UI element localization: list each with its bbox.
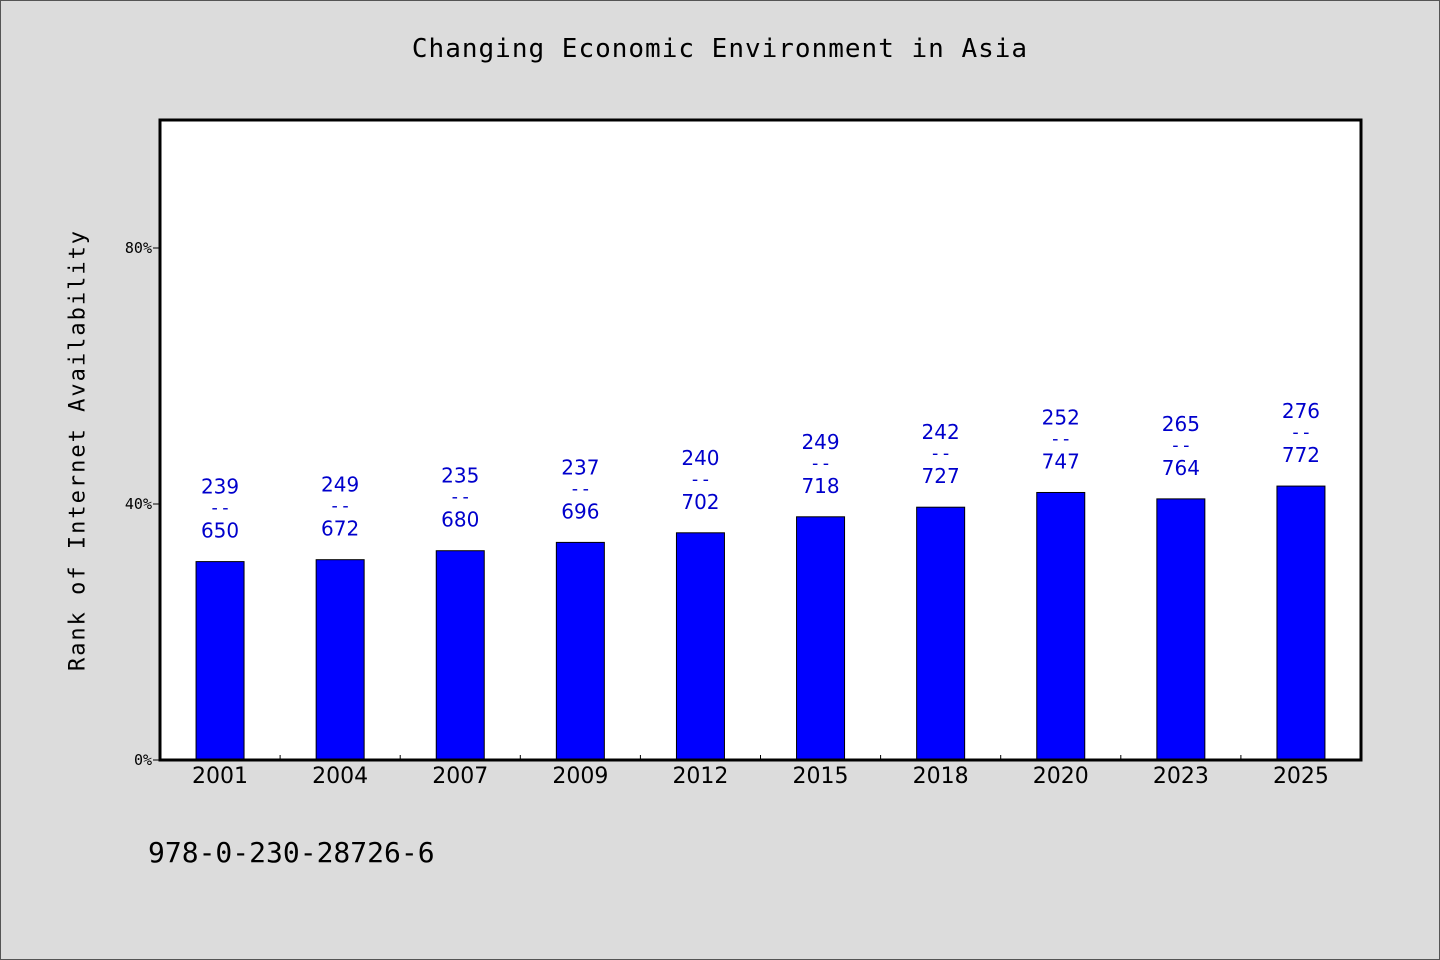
data-label-sep-2020: -- [1050, 428, 1072, 449]
bar-2001 [195, 561, 245, 761]
data-label-bottom-2018: 727 [922, 464, 960, 488]
data-label-bottom-2012: 702 [681, 490, 719, 514]
data-label-top-2009: 237 [561, 455, 599, 479]
data-label-bottom-2015: 718 [801, 474, 839, 498]
data-label-sep-2004: -- [329, 496, 351, 517]
data-label-bottom-2025: 772 [1282, 443, 1320, 467]
data-label-top-2004: 249 [321, 473, 359, 497]
x-tick-label-2018: 2018 [913, 764, 969, 789]
x-tick-label-2025: 2025 [1273, 764, 1329, 789]
bar-2009 [555, 541, 605, 761]
data-label-top-2007: 235 [441, 464, 479, 488]
data-label-bottom-2007: 680 [441, 508, 479, 532]
data-label-bottom-2020: 747 [1042, 449, 1080, 473]
data-label-top-2001: 239 [201, 475, 239, 499]
data-label-bottom-2001: 650 [201, 519, 239, 543]
y-tick-label-0: 0% [134, 751, 152, 769]
data-label-sep-2023: -- [1170, 435, 1192, 456]
data-label-top-2020: 252 [1042, 405, 1080, 429]
bar-2020 [1036, 491, 1086, 761]
chart-title: Changing Economic Environment in Asia [411, 34, 1029, 64]
data-label-top-2015: 249 [801, 430, 839, 454]
bar-2004 [315, 559, 365, 761]
x-tick-label-2015: 2015 [793, 764, 849, 789]
data-label-top-2025: 276 [1282, 399, 1320, 423]
y-tick-label-1: 40% [125, 495, 152, 513]
data-label-sep-2007: -- [449, 487, 471, 508]
x-tick-label-2001: 2001 [192, 764, 248, 789]
bar-2007 [435, 550, 485, 761]
data-label-bottom-2023: 764 [1162, 456, 1200, 480]
data-label-sep-2025: -- [1290, 422, 1312, 443]
x-tick-label-2004: 2004 [312, 764, 368, 789]
isbn-text: 978-0-230-28726-6 [148, 836, 435, 869]
bar-2012 [675, 532, 725, 761]
data-label-top-2018: 242 [922, 420, 960, 444]
data-label-bottom-2004: 672 [321, 517, 359, 541]
y-tick-label-2: 80% [125, 239, 152, 257]
bar-2023 [1156, 498, 1206, 761]
x-tick-label-2023: 2023 [1153, 764, 1209, 789]
bar-2015 [796, 516, 846, 761]
plot-border [158, 118, 1363, 762]
data-label-bottom-2009: 696 [561, 499, 599, 523]
data-label-sep-2018: -- [930, 443, 952, 464]
data-label-sep-2009: -- [570, 478, 592, 499]
x-tick-label-2012: 2012 [672, 764, 728, 789]
data-label-sep-2015: -- [810, 453, 832, 474]
bar-2018 [916, 506, 966, 761]
x-tick-label-2007: 2007 [432, 764, 488, 789]
plot-area: 239--6502001249--6722004235--6802007237-… [125, 118, 1363, 789]
bar-2025 [1276, 485, 1326, 761]
data-label-sep-2012: -- [690, 469, 712, 490]
x-tick-label-2009: 2009 [552, 764, 608, 789]
data-label-top-2023: 265 [1162, 412, 1200, 436]
x-tick-label-2020: 2020 [1033, 764, 1089, 789]
data-label-top-2012: 240 [681, 446, 719, 470]
data-label-sep-2001: -- [209, 498, 231, 519]
